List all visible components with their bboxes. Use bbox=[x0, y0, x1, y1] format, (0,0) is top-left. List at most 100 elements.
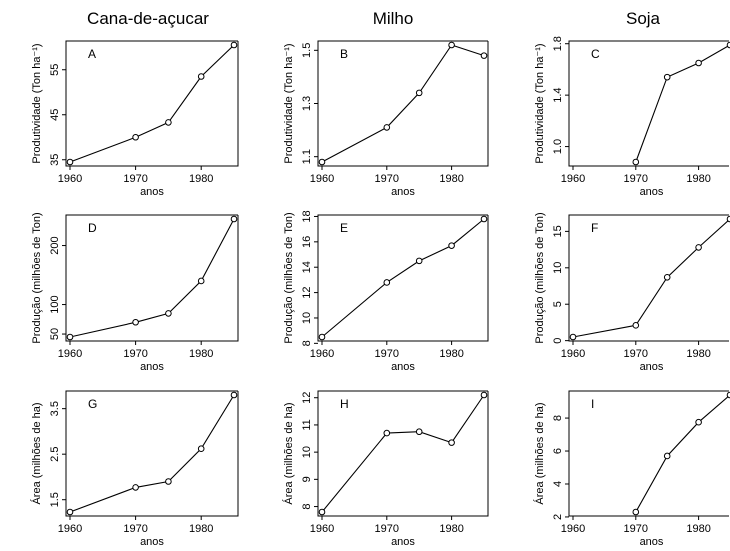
panel-h-xtick-label: 1980 bbox=[439, 523, 463, 535]
panel-f-series-line bbox=[572, 218, 730, 338]
panel-f-xtick-label: 1980 bbox=[686, 348, 710, 360]
panel-f-frame bbox=[568, 214, 729, 342]
panel-b-xtick-label: 1970 bbox=[375, 173, 399, 185]
panel-g-data-point bbox=[165, 478, 172, 485]
panel-f-data-point bbox=[726, 215, 730, 223]
panel-a-data-point bbox=[66, 158, 74, 166]
panel-e-xlabel: anos bbox=[391, 361, 415, 373]
panel-a-xlabel: anos bbox=[140, 186, 164, 198]
panel-e-series-line bbox=[321, 218, 485, 338]
panel-e-data-point bbox=[448, 242, 455, 249]
panel-h-xtick-label: 1960 bbox=[310, 523, 334, 535]
panel-g-data-point bbox=[132, 484, 139, 491]
panel-d-data-point bbox=[165, 310, 172, 317]
panel-e-frame bbox=[317, 214, 489, 342]
panel-a-xtick-label: 1960 bbox=[58, 173, 82, 185]
panel-h-data-point bbox=[480, 391, 488, 399]
panel-c-ylabel: Produtividade (Ton ha⁻¹) bbox=[534, 43, 546, 163]
panel-i-frame bbox=[568, 390, 729, 517]
panel-f-data-point bbox=[632, 322, 640, 329]
panel-d-ytick-label: 50 bbox=[49, 328, 61, 340]
panel-g-xtick-label: 1980 bbox=[189, 523, 213, 535]
panel-h-letter: H bbox=[340, 397, 349, 411]
panel-h-series-line bbox=[321, 394, 485, 513]
panel-b-letter: B bbox=[340, 47, 348, 61]
panel-f-ytick-label: 10 bbox=[552, 262, 564, 274]
panel-i-data-point bbox=[726, 391, 730, 399]
panel-i-xtick-label: 1980 bbox=[686, 523, 710, 535]
panel-c-ytick-label: 1.4 bbox=[552, 87, 564, 102]
panel-i-xtick-label: 1960 bbox=[561, 523, 585, 535]
panel-b-series-line bbox=[321, 44, 485, 163]
panel-h-xlabel: anos bbox=[391, 536, 415, 548]
panel-a: A 1960 1970 1980 anos 35 45 55 Produtividade (To… bbox=[31, 40, 239, 198]
panel-g-ytick-label: 1.5 bbox=[49, 492, 61, 507]
panel-f-letter: F bbox=[591, 221, 598, 235]
panel-i-ytick-label: 4 bbox=[552, 481, 564, 487]
panel-a-data-point bbox=[197, 73, 205, 80]
panel-f-xtick-label: 1970 bbox=[624, 348, 648, 360]
panel-e-ylabel: Produção (milhões de Ton) bbox=[283, 212, 295, 343]
panel-c-ytick-label: 1.8 bbox=[552, 36, 564, 51]
panel-c-xtick-label: 1960 bbox=[561, 173, 585, 185]
panel-d-frame bbox=[65, 214, 239, 342]
panel-h-xtick-label: 1970 bbox=[375, 523, 399, 535]
column-title-milho: Milho bbox=[373, 9, 414, 28]
panel-e-ytick-label: 12 bbox=[301, 286, 313, 298]
panel-d-data-point bbox=[66, 333, 74, 341]
panel-d-data-point bbox=[230, 215, 238, 223]
panel-a-ylabel: Produtividade (Ton ha⁻¹) bbox=[31, 43, 43, 163]
panel-f-data-point bbox=[569, 333, 577, 341]
panel-i-data-point bbox=[632, 508, 640, 516]
panel-b-data-point bbox=[415, 89, 423, 97]
panel-d-xtick-label: 1970 bbox=[123, 348, 147, 360]
panel-c-data-point bbox=[632, 158, 640, 166]
panel-a-letter: A bbox=[88, 47, 96, 61]
panel-b-ytick-label: 1.5 bbox=[301, 43, 313, 58]
panel-b-xtick-label: 1960 bbox=[310, 173, 334, 185]
panel-e-data-point bbox=[318, 333, 326, 341]
panel-f-ytick-label: 5 bbox=[552, 301, 564, 307]
panel-g-xtick-label: 1960 bbox=[58, 523, 82, 535]
panel-d-data-point bbox=[197, 277, 205, 285]
panel-f-data-point bbox=[663, 273, 671, 281]
panel-a-ytick-label: 35 bbox=[49, 154, 61, 166]
panel-c-letter: C bbox=[591, 47, 600, 61]
panel-c-xtick-label: 1970 bbox=[624, 173, 648, 185]
panel-c-frame bbox=[568, 40, 729, 167]
panel-c: C 1960 1970 1980 anos 1.0 1.4 1.8 Produtividade … bbox=[534, 36, 730, 198]
panel-a-frame bbox=[65, 40, 239, 167]
panel-e-data-point bbox=[415, 257, 423, 265]
panel-g-data-point bbox=[230, 391, 238, 399]
panel-h-ytick-label: 12 bbox=[301, 392, 313, 404]
panel-b-xtick-label: 1980 bbox=[439, 173, 463, 185]
panel-f-ylabel: Produção (milhões de Ton) bbox=[534, 212, 546, 343]
panel-e-ytick-label: 18 bbox=[301, 210, 313, 222]
panel-g-frame bbox=[65, 390, 239, 517]
panel-d-ylabel: Produção (milhões de Ton) bbox=[31, 212, 43, 343]
panel-a-series-line bbox=[69, 44, 235, 163]
panel-i-ytick-label: 6 bbox=[552, 448, 564, 454]
panel-d-letter: D bbox=[88, 221, 97, 235]
panel-f-ytick-label: 0 bbox=[552, 338, 564, 344]
panel-c-xlabel: anos bbox=[640, 186, 664, 198]
panel-g-ytick-label: 2.5 bbox=[49, 447, 61, 462]
panel-h-frame bbox=[317, 390, 489, 517]
panel-g: G 1960 1970 1980 anos 1.5 2.5 3.5 Área (milhões … bbox=[30, 390, 239, 548]
panel-a-data-point bbox=[132, 133, 139, 141]
panel-b-ytick-label: 1.3 bbox=[301, 96, 313, 111]
panel-g-series-line bbox=[69, 394, 235, 513]
panel-b-data-point bbox=[480, 52, 488, 59]
panel-a-ytick-label: 55 bbox=[49, 64, 61, 76]
panel-d-ytick-label: 100 bbox=[49, 295, 61, 313]
panel-c-data-point bbox=[726, 41, 730, 49]
panel-h-ytick-label: 9 bbox=[301, 476, 313, 482]
panel-e-data-point bbox=[480, 215, 488, 223]
panel-e-letter: E bbox=[340, 221, 348, 235]
panel-h-data-point bbox=[318, 508, 326, 516]
panel-g-xtick-label: 1970 bbox=[123, 523, 147, 535]
panel-a-data-point bbox=[230, 41, 238, 49]
panel-b-ylabel: Produtividade (Ton ha⁻¹) bbox=[283, 43, 295, 163]
panel-i-letter: I bbox=[591, 397, 594, 411]
